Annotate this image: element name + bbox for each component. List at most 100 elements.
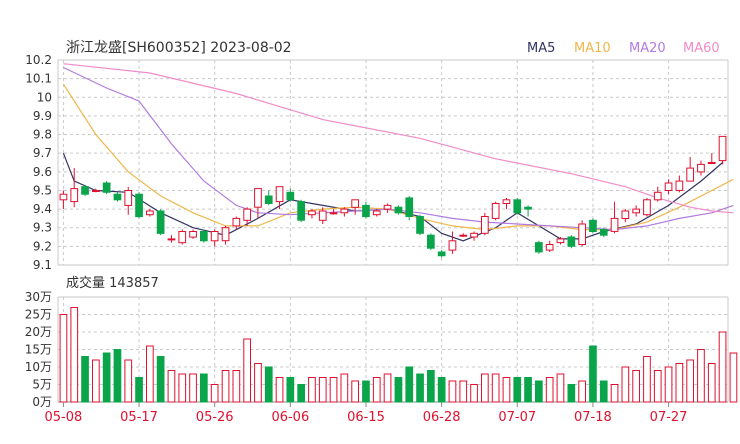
ma-line-ma10 bbox=[62, 83, 734, 231]
candle-down bbox=[427, 234, 435, 249]
date-tick-label: 05-17 bbox=[120, 410, 158, 425]
volume-bar-up bbox=[621, 366, 630, 403]
volume-bar-up bbox=[254, 363, 262, 403]
volume-bar-down bbox=[589, 345, 597, 403]
candle-up bbox=[70, 188, 79, 203]
date-tick-label: 06-28 bbox=[423, 410, 461, 425]
volume-bar-down bbox=[535, 380, 543, 403]
axes: 10.2 10.1 10 9.9 9.8 9.7 9.6 9.5 9.4 9.3 9.2 9.1 30万… bbox=[25, 53, 688, 425]
candle-up bbox=[124, 190, 133, 206]
volume-bar-up bbox=[146, 345, 154, 403]
candlesticks bbox=[59, 135, 727, 258]
volume-bar-up bbox=[308, 377, 316, 403]
candle-up bbox=[243, 208, 252, 221]
volume-bar-down bbox=[135, 377, 143, 403]
candle-up bbox=[308, 210, 316, 216]
volume-bar-up bbox=[643, 356, 651, 403]
candle-up bbox=[275, 186, 284, 203]
candle-down bbox=[264, 195, 273, 204]
candle-up bbox=[632, 208, 640, 214]
volume-tick-label: 15万 bbox=[25, 343, 52, 357]
volume-bar-up bbox=[210, 384, 219, 403]
volume-bar-down bbox=[513, 377, 522, 403]
price-tick-label: 9.7 bbox=[33, 146, 52, 160]
volume-bar-up bbox=[578, 380, 586, 403]
date-tick-label: 07-07 bbox=[498, 410, 536, 425]
legend-ma10: MA10 bbox=[574, 41, 611, 56]
candle-up bbox=[610, 217, 619, 232]
volume-bar-up bbox=[329, 377, 338, 403]
volume-bar-down bbox=[81, 356, 89, 403]
volume-bar-up bbox=[707, 363, 716, 403]
volume-bar-up bbox=[70, 307, 79, 403]
volume-bar-down bbox=[102, 352, 111, 403]
volume-bar-up bbox=[729, 352, 738, 403]
volume-bar-up bbox=[675, 363, 684, 403]
volume-bar-up bbox=[491, 373, 500, 403]
candle-up bbox=[340, 208, 349, 214]
volume-bar-down bbox=[405, 366, 414, 403]
candle-up bbox=[189, 231, 197, 238]
volume-bar-up bbox=[459, 380, 468, 403]
candle-up bbox=[718, 135, 727, 162]
volume-bar-up bbox=[275, 377, 284, 403]
candle-down bbox=[394, 206, 403, 214]
volume-bar-down bbox=[264, 366, 273, 403]
candle-down bbox=[113, 193, 122, 201]
date-tick-label: 07-27 bbox=[650, 410, 688, 425]
candle-up bbox=[621, 210, 630, 219]
volume-bar-up bbox=[351, 380, 359, 403]
candle-up bbox=[383, 204, 392, 210]
volume-bar-up bbox=[545, 377, 554, 403]
volume-bar-up bbox=[178, 373, 187, 403]
date-tick-label: 05-26 bbox=[196, 410, 234, 425]
volume-bars bbox=[59, 307, 738, 403]
volume-bar-down bbox=[297, 384, 305, 403]
volume-bar-down bbox=[362, 380, 370, 403]
volume-bar-up bbox=[232, 370, 241, 403]
candle-up bbox=[481, 216, 489, 234]
candle-down bbox=[437, 251, 446, 257]
volume-bar-up bbox=[610, 384, 619, 403]
volume-bar-up bbox=[653, 370, 662, 403]
volume-bar-up bbox=[59, 314, 68, 403]
candle-up bbox=[372, 210, 381, 216]
candle-down bbox=[81, 186, 89, 195]
volume-bar-up bbox=[448, 380, 457, 403]
price-tick-label: 9.6 bbox=[33, 165, 52, 179]
volume-bar-up bbox=[221, 370, 230, 403]
candle-up bbox=[318, 210, 327, 221]
candle-down bbox=[405, 197, 414, 217]
price-tick-label: 10.1 bbox=[25, 72, 52, 86]
candle-down bbox=[567, 236, 576, 247]
volume-bar-down bbox=[113, 349, 122, 403]
volume-bar-up bbox=[124, 359, 133, 403]
volume-tick-label: 5万 bbox=[32, 378, 52, 392]
candle-down bbox=[102, 182, 111, 193]
candle-down bbox=[135, 193, 143, 218]
price-tick-label: 9.2 bbox=[33, 239, 52, 253]
candle-up bbox=[686, 167, 694, 182]
price-tick-label: 10 bbox=[37, 90, 52, 104]
price-tick-label: 9.4 bbox=[33, 202, 52, 216]
volume-bar-up bbox=[92, 359, 100, 403]
volume-tick-label: 10万 bbox=[25, 360, 52, 374]
volume-bar-up bbox=[470, 384, 478, 403]
volume-bar-down bbox=[416, 373, 424, 403]
volume-bar-up bbox=[718, 331, 727, 403]
legend-ma60: MA60 bbox=[683, 41, 720, 56]
date-tick-label: 05-08 bbox=[45, 410, 83, 425]
volume-bar-down bbox=[394, 377, 403, 403]
volume-bar-up bbox=[556, 373, 565, 403]
volume-bar-up bbox=[340, 373, 349, 403]
candle-down bbox=[200, 231, 208, 242]
candle-up bbox=[664, 182, 673, 191]
volume-bar-down bbox=[427, 370, 435, 403]
candle-up bbox=[210, 231, 219, 242]
date-tick-label: 07-18 bbox=[574, 410, 612, 425]
volume-bar-up bbox=[383, 373, 392, 403]
candle-down bbox=[156, 210, 165, 234]
price-tick-label: 10.2 bbox=[25, 53, 52, 67]
candle-up bbox=[351, 199, 359, 208]
